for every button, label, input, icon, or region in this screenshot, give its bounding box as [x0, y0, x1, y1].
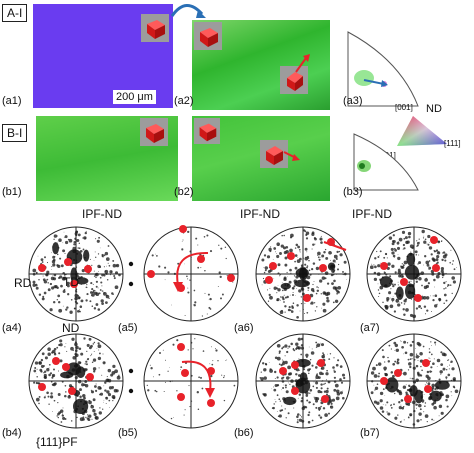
panel-label-a2: (a2) — [174, 95, 194, 107]
orientation-cube-icon — [141, 14, 169, 42]
orientation-cube-icon — [140, 118, 168, 146]
pole-figure-b7 — [366, 333, 462, 429]
column-title-3: IPF-ND — [352, 207, 392, 221]
curved-arrow-icon — [168, 0, 208, 22]
panel-label-b7: (b7) — [360, 427, 380, 439]
panel-label-a5: (a5) — [118, 322, 138, 334]
pole-figure-b6 — [255, 333, 351, 429]
panel-label-b6: (b6) — [234, 427, 254, 439]
panel-label-a1: (a1) — [2, 95, 22, 107]
ipf-triangle-a3 — [340, 30, 420, 110]
legend-label-001: [001] — [395, 103, 413, 112]
ebsd-map-b2 — [192, 116, 330, 201]
column-title-1: IPF-ND — [82, 207, 122, 221]
pole-figure-a5 — [143, 225, 239, 322]
panel-label-b2: (b2) — [174, 186, 194, 198]
panel-label-b1: (b1) — [2, 186, 22, 198]
orientation-cube-icon — [194, 22, 222, 50]
panel-label-a7: (a7) — [360, 322, 380, 334]
pole-figure-b5 — [143, 333, 239, 429]
panel-label-a6: (a6) — [234, 322, 254, 334]
pole-figure-a6 — [255, 226, 351, 322]
panel-label-a3: (a3) — [343, 95, 363, 107]
pole-figure-caption: {111}PF — [36, 435, 78, 449]
arrow-a6 — [323, 241, 347, 251]
panel-label-b4: (b4) — [2, 427, 22, 439]
legend-label-111: [111] — [444, 139, 461, 148]
legend-title-nd: ND — [426, 103, 442, 115]
rotation-arrow-head-a5 — [173, 282, 183, 292]
orientation-cube-icon — [280, 66, 308, 94]
pole-figure-a7 — [366, 226, 462, 322]
ebsd-map-a1: 200 μm — [33, 4, 173, 108]
rotation-arrow-head-b5 — [205, 388, 215, 398]
axis-label-td: TD — [63, 275, 79, 289]
orientation-cube-icon — [260, 140, 288, 168]
rotation-arrow-a5 — [176, 251, 209, 286]
row-label-b: B-I — [2, 124, 28, 142]
separator-dot — [128, 368, 134, 374]
panel-label-b5: (b5) — [118, 427, 138, 439]
row-label-a: A-I — [2, 4, 28, 22]
column-title-2: IPF-ND — [240, 207, 280, 221]
ipf-triangle-b3 — [348, 132, 420, 194]
pole-figure-b4 — [28, 333, 124, 429]
panel-label-a4: (a4) — [2, 322, 22, 334]
separator-dot — [128, 261, 134, 267]
orientation-cube-icon — [194, 118, 220, 144]
separator-dot — [128, 388, 134, 394]
ebsd-map-a2 — [192, 20, 330, 110]
axis-label-nd: ND — [62, 321, 80, 335]
rotation-arrow-b5 — [181, 360, 212, 393]
ipf-color-legend — [395, 114, 449, 148]
separator-dot — [128, 281, 134, 287]
panel-label-b3: (b3) — [343, 186, 363, 198]
pole-figure-a4 — [28, 226, 124, 322]
scale-bar-label: 200 μm — [113, 90, 156, 104]
axis-label-rd: RD — [14, 276, 32, 290]
ebsd-map-b1 — [36, 116, 178, 201]
